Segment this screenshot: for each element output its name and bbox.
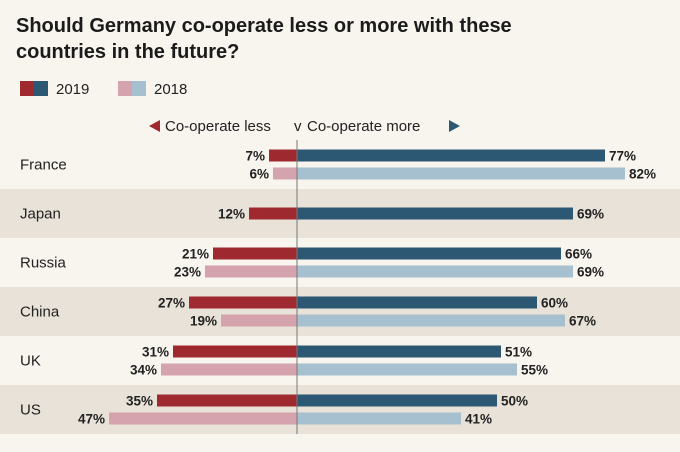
legend-swatch-2019-less <box>20 81 34 96</box>
bar-less-uk-2018 <box>161 363 297 376</box>
legend-swatch-2018-more <box>132 81 146 96</box>
direction-more-label: Co-operate more <box>307 118 420 135</box>
bar-less-us-2019 <box>157 394 297 407</box>
category-label-china: China <box>20 304 60 321</box>
bars <box>109 149 625 425</box>
bar-more-japan-2019 <box>297 207 573 220</box>
value-label-more-uk-2018: 55% <box>521 363 548 378</box>
category-label-us: US <box>20 402 41 419</box>
bar-more-france-2019 <box>297 149 605 162</box>
value-label-more-russia-2019: 66% <box>565 247 592 262</box>
value-label-more-uk-2019: 51% <box>505 345 532 360</box>
legend: 2019 2018 <box>20 81 187 98</box>
row-band-us <box>0 385 680 434</box>
value-label-more-china-2018: 67% <box>569 314 596 329</box>
bar-less-japan-2019 <box>249 207 297 220</box>
bar-less-uk-2019 <box>173 345 297 358</box>
value-label-less-us-2019: 35% <box>126 394 153 409</box>
legend-swatch-2019-more <box>34 81 48 96</box>
bar-less-france-2019 <box>269 149 297 162</box>
value-label-more-france-2019: 77% <box>609 149 636 164</box>
direction-less-label: Co-operate less <box>165 118 271 135</box>
value-label-less-us-2018: 47% <box>78 412 105 427</box>
bar-more-france-2018 <box>297 167 625 180</box>
value-label-more-china-2019: 60% <box>541 296 568 311</box>
row-bands <box>0 189 680 434</box>
value-label-less-france-2019: 7% <box>245 149 265 164</box>
bar-less-france-2018 <box>273 167 297 180</box>
bar-more-russia-2018 <box>297 265 573 278</box>
bar-more-uk-2018 <box>297 363 517 376</box>
value-label-less-china-2018: 19% <box>190 314 217 329</box>
value-label-less-japan-2019: 12% <box>218 207 245 222</box>
category-label-russia: Russia <box>20 255 67 272</box>
legend-swatch-2018-less <box>118 81 132 96</box>
value-labels: 7% 77% 6% 82% 12% 69% 21% 66% 23% 69% 27% 60% 19% 67%… <box>78 149 656 427</box>
value-label-more-us-2018: 41% <box>465 412 492 427</box>
value-label-more-france-2018: 82% <box>629 167 656 182</box>
value-label-more-us-2019: 50% <box>501 394 528 409</box>
chart-title-line-1: Should Germany co-operate less or more w… <box>16 15 512 37</box>
arrow-left-icon <box>149 120 160 132</box>
bar-less-russia-2019 <box>213 247 297 260</box>
bar-less-russia-2018 <box>205 265 297 278</box>
chart-title-line-2: countries in the future? <box>16 41 239 63</box>
bar-more-uk-2019 <box>297 345 501 358</box>
value-label-less-china-2019: 27% <box>158 296 185 311</box>
bar-more-china-2018 <box>297 314 565 327</box>
value-label-less-russia-2018: 23% <box>174 265 201 280</box>
value-label-less-russia-2019: 21% <box>182 247 209 262</box>
value-label-less-uk-2019: 31% <box>142 345 169 360</box>
bar-more-china-2019 <box>297 296 537 309</box>
category-label-france: France <box>20 157 67 174</box>
bar-more-us-2019 <box>297 394 497 407</box>
direction-separator: v <box>294 118 302 135</box>
arrow-right-icon <box>449 120 460 132</box>
bar-more-russia-2019 <box>297 247 561 260</box>
row-band-china <box>0 287 680 336</box>
value-label-more-russia-2018: 69% <box>577 265 604 280</box>
value-label-more-japan-2019: 69% <box>577 207 604 222</box>
category-labels: France Japan Russia China UK US <box>20 157 67 419</box>
legend-label-2019: 2019 <box>56 81 89 98</box>
value-label-less-france-2018: 6% <box>249 167 269 182</box>
direction-header: Co-operate less v Co-operate more <box>149 118 460 135</box>
value-label-less-uk-2018: 34% <box>130 363 157 378</box>
category-label-japan: Japan <box>20 206 61 223</box>
bar-less-china-2018 <box>221 314 297 327</box>
bar-less-china-2019 <box>189 296 297 309</box>
bar-more-us-2018 <box>297 412 461 425</box>
legend-label-2018: 2018 <box>154 81 187 98</box>
bar-less-us-2018 <box>109 412 297 425</box>
category-label-uk: UK <box>20 353 41 370</box>
